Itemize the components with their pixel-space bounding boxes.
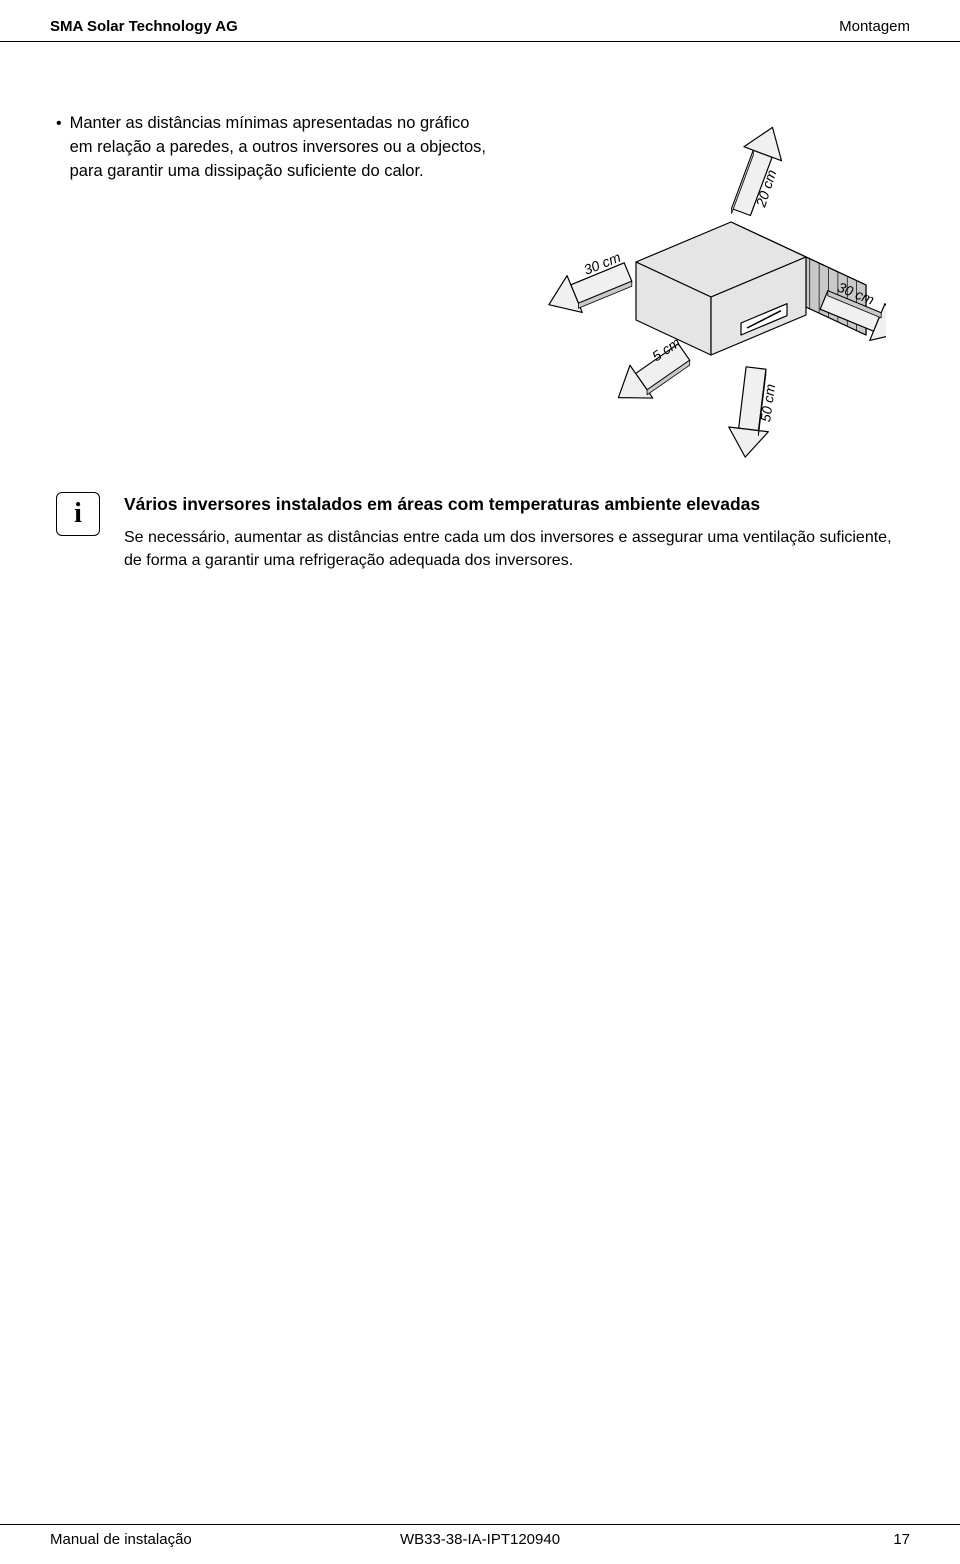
header-section: Montagem — [839, 18, 910, 35]
info-icon-glyph: i — [74, 498, 82, 530]
instruction-text: Manter as distâncias mínimas apresentada… — [70, 112, 486, 184]
clearance-diagram: 20 cm30 cm30 cm5 cm50 cm — [506, 112, 886, 472]
diagram-svg: 20 cm30 cm30 cm5 cm50 cm — [506, 112, 886, 472]
info-text-block: Vários inversores instalados em áreas co… — [124, 492, 904, 572]
bullet-icon: • — [56, 112, 62, 136]
info-icon: i — [56, 492, 100, 536]
main-content: • Manter as distâncias mínimas apresenta… — [0, 42, 960, 472]
info-body: Se necessário, aumentar as distâncias en… — [124, 527, 904, 572]
info-title: Vários inversores instalados em áreas co… — [124, 492, 904, 517]
header-company: SMA Solar Technology AG — [50, 18, 238, 35]
footer-center: WB33-38-IA-IPT120940 — [400, 1531, 560, 1548]
footer-left: Manual de instalação — [50, 1531, 192, 1548]
footer-right: 17 — [893, 1531, 910, 1548]
instruction-block: • Manter as distâncias mínimas apresenta… — [56, 112, 486, 184]
info-box: i Vários inversores instalados em áreas … — [56, 492, 904, 572]
page-header: SMA Solar Technology AG Montagem — [0, 0, 960, 42]
page-footer: Manual de instalação WB33-38-IA-IPT12094… — [0, 1524, 960, 1564]
